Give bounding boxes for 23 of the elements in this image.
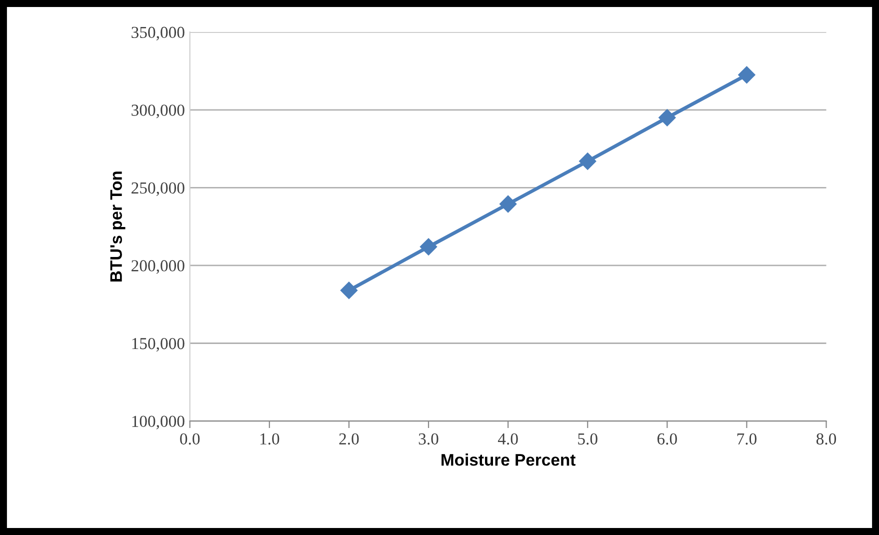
x-tick-label: 4.0 xyxy=(498,433,518,445)
point xyxy=(420,238,438,256)
y-tick-label: 150,000 xyxy=(132,338,184,352)
x-tick-label: 7.0 xyxy=(737,433,756,445)
point xyxy=(579,152,596,170)
x-tick-label: 8.0 xyxy=(816,433,836,445)
x-tick-label: 2.0 xyxy=(339,433,359,445)
y-tick-label: 100,000 xyxy=(132,416,184,430)
y-axis-title: BTU's per Ton xyxy=(110,172,126,282)
x-tick-label: 1.0 xyxy=(260,433,280,445)
y-tick-label: 250,000 xyxy=(132,182,184,196)
x-tick-label: 3.0 xyxy=(418,433,438,445)
y-tick-label: 200,000 xyxy=(132,260,184,274)
x-tick-label: 0.0 xyxy=(180,433,200,445)
y-tick-label: 300,000 xyxy=(132,104,184,118)
x-tick-label: 5.0 xyxy=(578,433,598,445)
point xyxy=(340,282,358,299)
x-axis-title: Moisture Percent xyxy=(442,454,576,466)
point xyxy=(738,66,756,84)
y-tick-label: 350,000 xyxy=(132,26,184,40)
point xyxy=(500,195,517,213)
x-tick-label: 6.0 xyxy=(657,433,677,445)
point xyxy=(658,109,676,126)
